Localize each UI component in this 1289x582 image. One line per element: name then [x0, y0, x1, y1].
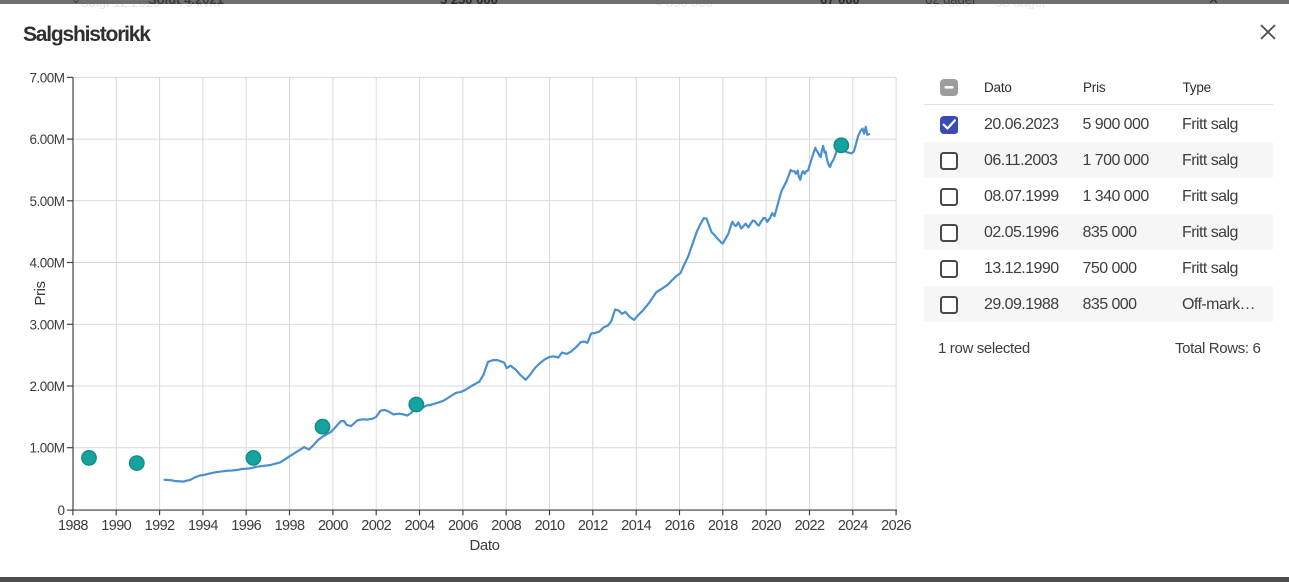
svg-text:1996: 1996	[231, 518, 261, 534]
svg-text:2022: 2022	[795, 518, 825, 534]
svg-text:1990: 1990	[101, 518, 131, 534]
svg-text:2024: 2024	[838, 518, 868, 534]
svg-text:1994: 1994	[188, 518, 218, 534]
svg-text:1998: 1998	[275, 518, 305, 534]
svg-text:2016: 2016	[665, 518, 695, 534]
svg-text:2012: 2012	[578, 518, 608, 534]
svg-text:2014: 2014	[621, 518, 651, 534]
svg-text:2008: 2008	[491, 518, 521, 534]
svg-text:2000: 2000	[318, 518, 348, 534]
svg-text:2026: 2026	[881, 518, 911, 534]
svg-text:Pris: Pris	[32, 281, 49, 305]
svg-text:5.00M: 5.00M	[29, 194, 64, 209]
svg-text:2020: 2020	[751, 518, 781, 534]
svg-text:2018: 2018	[708, 518, 738, 534]
svg-text:1992: 1992	[145, 518, 175, 534]
svg-text:7.00M: 7.00M	[29, 70, 64, 85]
svg-text:1988: 1988	[58, 518, 88, 534]
svg-text:3.00M: 3.00M	[29, 317, 64, 332]
svg-text:2002: 2002	[361, 518, 391, 534]
svg-text:6.00M: 6.00M	[29, 132, 64, 147]
svg-text:2.00M: 2.00M	[29, 379, 64, 394]
svg-text:0: 0	[57, 503, 64, 518]
svg-text:Dato: Dato	[469, 537, 499, 554]
svg-text:1.00M: 1.00M	[29, 441, 64, 456]
svg-text:4.00M: 4.00M	[29, 256, 64, 271]
svg-text:2010: 2010	[535, 518, 565, 534]
svg-text:2004: 2004	[405, 518, 435, 534]
svg-text:2006: 2006	[448, 518, 478, 534]
